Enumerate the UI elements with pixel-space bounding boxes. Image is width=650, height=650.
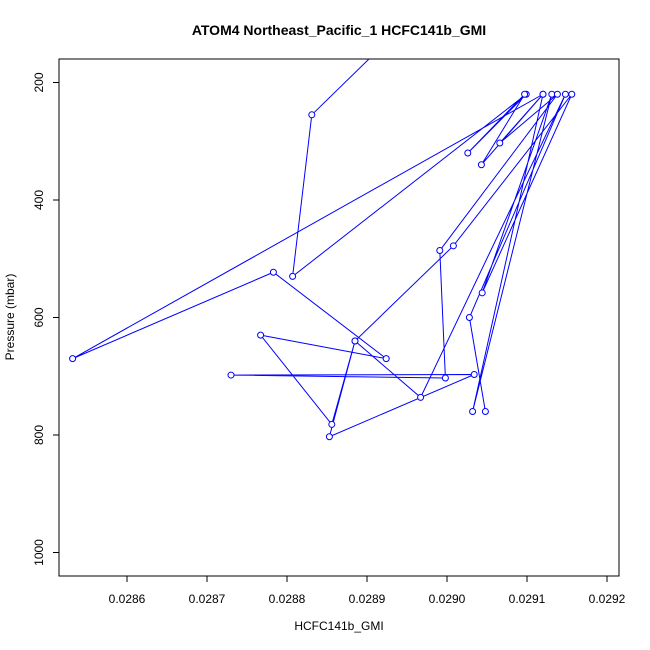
- data-point: [449, 242, 457, 250]
- data-point: [481, 408, 489, 415]
- data-point: [561, 90, 569, 98]
- y-tick-label: 800: [32, 425, 46, 445]
- data-point: [269, 268, 277, 276]
- data-point: [257, 331, 265, 339]
- data-point: [382, 355, 390, 363]
- data-point: [469, 408, 477, 415]
- data-point: [417, 393, 425, 401]
- series-group: [69, 59, 576, 441]
- plot-frame: [58, 58, 620, 577]
- data-point: [308, 111, 316, 119]
- data-point: [477, 161, 485, 169]
- data-point: [325, 433, 333, 441]
- data-point: [464, 149, 472, 157]
- x-tick-label: 0.0290: [429, 592, 466, 606]
- data-point: [227, 371, 235, 379]
- data-point: [553, 90, 561, 98]
- x-tick-label: 0.0287: [189, 592, 226, 606]
- data-point: [496, 139, 504, 147]
- y-axis: 200 400 600 800 1000: [32, 72, 59, 566]
- y-tick-label: 400: [32, 190, 46, 210]
- x-tick-label: 0.0292: [589, 592, 626, 606]
- data-point: [548, 90, 556, 98]
- y-tick-label: 600: [32, 307, 46, 327]
- x-axis-label: HCFC141b_GMI: [294, 619, 383, 633]
- x-tick-label: 0.0289: [349, 592, 386, 606]
- data-point: [470, 370, 478, 378]
- x-tick-label: 0.0291: [509, 592, 546, 606]
- data-point: [568, 90, 576, 98]
- chart-title: ATOM4 Northeast_Pacific_1 HCFC141b_GMI: [192, 22, 486, 38]
- data-point: [441, 374, 449, 382]
- x-tick-label: 0.0288: [269, 592, 306, 606]
- x-tick-label: 0.0286: [109, 592, 146, 606]
- x-axis: 0.0286 0.0287 0.0288 0.0289 0.0290 0.0291 0.02…: [109, 576, 626, 606]
- data-point: [351, 337, 359, 345]
- data-point: [521, 90, 529, 98]
- data-point: [436, 247, 444, 255]
- data-point: [328, 420, 336, 428]
- data-point: [289, 272, 297, 280]
- y-axis-label: Pressure (mbar): [3, 274, 17, 361]
- data-point: [465, 314, 473, 321]
- data-point: [478, 289, 486, 297]
- y-tick-label: 200: [32, 72, 46, 92]
- data-point: [539, 90, 547, 98]
- series-line: [72, 59, 573, 438]
- y-tick-label: 1000: [32, 539, 46, 566]
- data-point: [69, 355, 77, 363]
